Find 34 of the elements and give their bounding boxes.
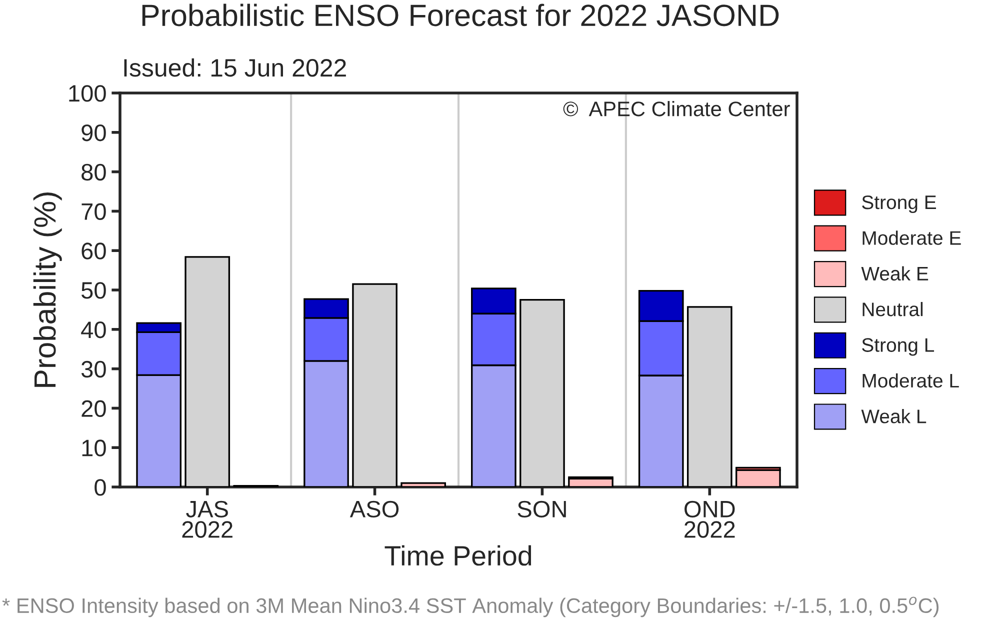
legend-label: Weak L: [861, 409, 926, 424]
annotation: © APEC Climate Center: [563, 101, 790, 116]
legend-label: Moderate L: [862, 373, 959, 388]
y-tick-label: 100: [69, 85, 106, 102]
bar: [352, 283, 398, 487]
y-tick-label: 80: [82, 164, 106, 181]
y-tick-label: 50: [81, 282, 106, 299]
x-axis-title: Time Period: [384, 545, 532, 566]
chart-subtitle: Issued: 15 Jun 2022: [124, 58, 346, 77]
legend-label: Strong L: [862, 338, 934, 356]
y-tick-label: 0: [94, 479, 106, 496]
legend-label: Weak E: [861, 266, 928, 281]
legend-label: Moderate E: [862, 230, 961, 245]
y-tick-label: 10: [82, 440, 106, 456]
y-tick-label: 40: [81, 321, 106, 338]
y-axis-title: Probability (%): [33, 192, 62, 387]
chart-title: Probabilistic ENSO Forecast for 2022 JASOND: [142, 4, 779, 26]
bar: [520, 299, 565, 487]
y-tick-label: 60: [82, 242, 106, 260]
text: * ENSO Intensity based on 3M Mean Nino3.4 SST Anomaly (Category Boundaries: +/-1.5, 1.0, 0.5$^{o}$C): [2, 596, 939, 618]
legend-label: Neutral: [862, 302, 923, 316]
x-tick-label: JAS 2022: [182, 500, 232, 538]
x-tick-label: ASO: [350, 500, 399, 518]
y-tick-label: 90: [82, 124, 106, 142]
y-tick-label: 20: [82, 400, 106, 417]
y-tick-label: 70: [82, 203, 106, 220]
bar: [184, 256, 230, 487]
bar: [400, 482, 446, 487]
legend-label: Strong E: [862, 195, 936, 214]
bar: [686, 306, 732, 487]
x-tick-label: SON: [518, 500, 566, 518]
bar: [736, 469, 781, 487]
x-tick-label: OND 2022: [684, 500, 735, 538]
y-tick-label: 30: [81, 360, 106, 378]
